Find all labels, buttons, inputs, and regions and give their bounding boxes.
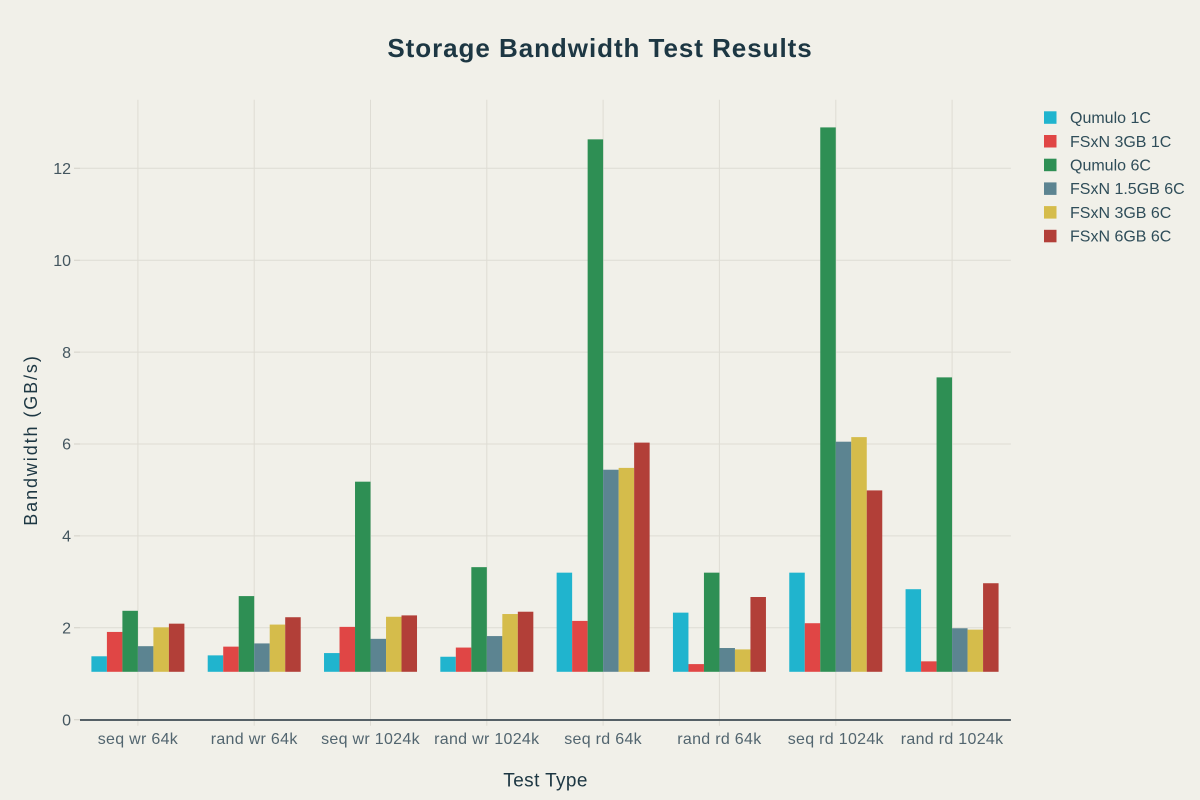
- svg-text:rand rd 1024k: rand rd 1024k: [901, 731, 1004, 748]
- svg-text:FSxN 3GB 1C: FSxN 3GB 1C: [1070, 134, 1171, 151]
- svg-text:Test Type: Test Type: [503, 771, 588, 792]
- svg-text:2: 2: [62, 621, 71, 638]
- svg-text:FSxN 6GB 6C: FSxN 6GB 6C: [1070, 229, 1171, 246]
- svg-text:6: 6: [62, 437, 71, 454]
- svg-text:Qumulo 6C: Qumulo 6C: [1070, 158, 1151, 175]
- svg-text:rand wr 1024k: rand wr 1024k: [434, 731, 540, 748]
- svg-text:12: 12: [53, 161, 71, 178]
- svg-text:FSxN 1.5GB 6C: FSxN 1.5GB 6C: [1070, 181, 1185, 198]
- svg-text:10: 10: [53, 253, 71, 270]
- svg-text:seq wr 1024k: seq wr 1024k: [321, 731, 420, 748]
- svg-text:Storage Bandwidth Test Results: Storage Bandwidth Test Results: [387, 33, 812, 63]
- svg-text:rand wr 64k: rand wr 64k: [211, 731, 299, 748]
- svg-text:seq wr 64k: seq wr 64k: [98, 731, 179, 748]
- svg-text:0: 0: [62, 712, 71, 729]
- svg-text:8: 8: [62, 345, 71, 362]
- svg-text:seq rd 64k: seq rd 64k: [564, 731, 642, 748]
- svg-text:seq rd 1024k: seq rd 1024k: [788, 731, 885, 748]
- svg-text:Qumulo 1C: Qumulo 1C: [1070, 110, 1151, 127]
- svg-text:Bandwidth (GB/s): Bandwidth (GB/s): [21, 354, 41, 525]
- svg-text:4: 4: [62, 529, 71, 546]
- svg-text:FSxN 3GB 6C: FSxN 3GB 6C: [1070, 205, 1171, 222]
- svg-text:rand rd 64k: rand rd 64k: [677, 731, 762, 748]
